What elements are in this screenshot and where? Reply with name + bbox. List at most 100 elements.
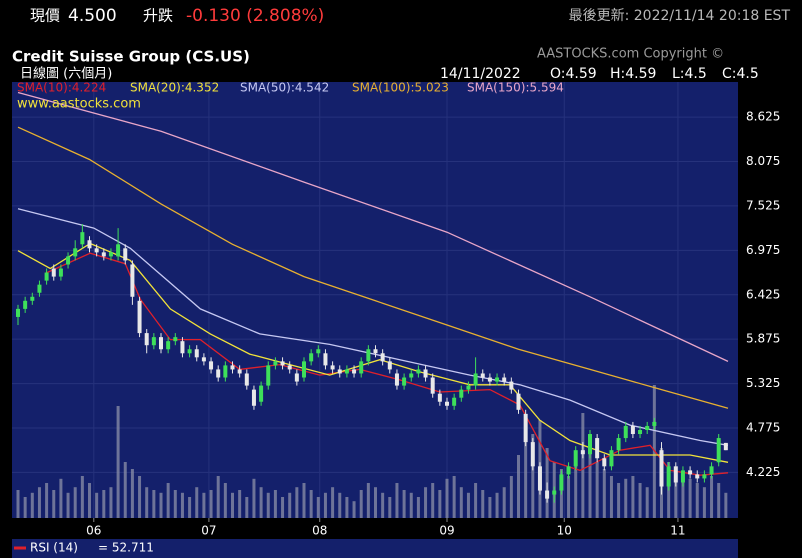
candle-body [37, 284, 42, 293]
candle-body [73, 248, 78, 257]
volume-bar [309, 490, 313, 518]
volume-bar [459, 487, 463, 518]
sma-line [17, 208, 729, 446]
candle-body [294, 373, 299, 382]
legend-entry: SMA(150):5.594 [467, 81, 564, 95]
candle-body [194, 349, 199, 358]
volume-bar [567, 476, 571, 518]
candle-body [602, 458, 607, 467]
volume-bar [424, 487, 428, 518]
volume-bar [130, 469, 134, 518]
volume-bar [238, 490, 242, 518]
volume-bar [388, 497, 392, 518]
candle-body [695, 474, 700, 479]
candle-body [180, 341, 185, 354]
volume-bar [102, 490, 106, 518]
change-label: 升跌 [143, 7, 173, 25]
candle-body [259, 385, 264, 402]
volume-bar [710, 476, 714, 518]
candle-body [287, 365, 292, 370]
y-tick-label: 7.525 [746, 198, 780, 212]
legend-entry: SMA(20):4.352 [130, 81, 219, 95]
volume-bar [416, 497, 420, 518]
volume-bar [602, 469, 606, 518]
candle-body [144, 333, 149, 346]
x-tick-label: 09 [439, 524, 454, 538]
legend-entry: SMA(50):4.542 [240, 81, 329, 95]
volume-bar [352, 501, 356, 518]
candle-body [273, 361, 278, 366]
candle-body [380, 353, 385, 362]
candle-body [537, 466, 542, 491]
candle-body [44, 272, 49, 281]
candle-body [359, 361, 364, 374]
candle-body [123, 248, 128, 261]
candle-body [216, 369, 221, 378]
candle-body [237, 369, 242, 374]
y-tick-label: 4.225 [746, 465, 780, 479]
volume-bar [717, 483, 721, 518]
y-tick-label: 6.425 [746, 287, 780, 301]
volume-bar [252, 478, 256, 518]
candle-body [452, 397, 457, 406]
volume-bar [331, 487, 335, 518]
volume-bar [681, 476, 685, 518]
candle-body [344, 369, 349, 374]
volume-bar [52, 490, 56, 518]
candle-body [609, 450, 614, 467]
volume-bar [574, 455, 578, 518]
volume-bar [402, 490, 406, 518]
y-tick-label: 6.975 [746, 243, 780, 257]
candle-body [688, 470, 693, 475]
candle-body [16, 308, 21, 317]
y-tick-label: 5.875 [746, 332, 780, 346]
volume-bar [116, 406, 120, 518]
candle-body [87, 240, 92, 249]
volume-bar [438, 490, 442, 518]
candle-body [337, 369, 342, 374]
volume-bar [295, 487, 299, 518]
candle-body [530, 442, 535, 467]
candle-body [566, 466, 571, 475]
volume-bar [359, 490, 363, 518]
volume-bar [381, 492, 385, 518]
candle-body [680, 470, 685, 483]
volume-bar [288, 492, 292, 518]
candle-body [673, 466, 678, 483]
candle-body [251, 389, 256, 406]
volume-bar [688, 478, 692, 518]
candle-body [209, 361, 214, 370]
volume-bar [624, 478, 628, 518]
volume-bar [302, 483, 306, 518]
volume-bar [273, 490, 277, 518]
candle-body [659, 450, 664, 487]
candle-body [402, 377, 407, 386]
candle-body [66, 256, 71, 265]
x-tick-label: 06 [86, 524, 101, 538]
volume-bar [374, 487, 378, 518]
volume-bar [581, 413, 585, 518]
candle-body [459, 389, 464, 398]
volume-bar [30, 492, 34, 518]
x-tick-label: 11 [670, 524, 685, 538]
quote-high: H:4.59 [610, 66, 656, 82]
candle-body [487, 377, 492, 382]
volume-bar [595, 462, 599, 518]
sma-line [44, 252, 729, 476]
candle-body [580, 450, 585, 455]
candle-body [552, 490, 557, 495]
candle-body [638, 429, 643, 435]
x-tick-label: 10 [557, 524, 572, 538]
candle-body [223, 365, 228, 378]
candle-body [723, 442, 728, 451]
volume-bar [259, 487, 263, 518]
candle-body [502, 377, 507, 382]
volume-bar [516, 455, 520, 518]
candle-body [495, 377, 500, 382]
legend-entry: SMA(10):4.224 [17, 81, 106, 95]
candle-body [666, 466, 671, 487]
candle-body [473, 373, 478, 386]
volume-bar [173, 490, 177, 518]
quote-date: 14/11/2022 [440, 66, 521, 82]
